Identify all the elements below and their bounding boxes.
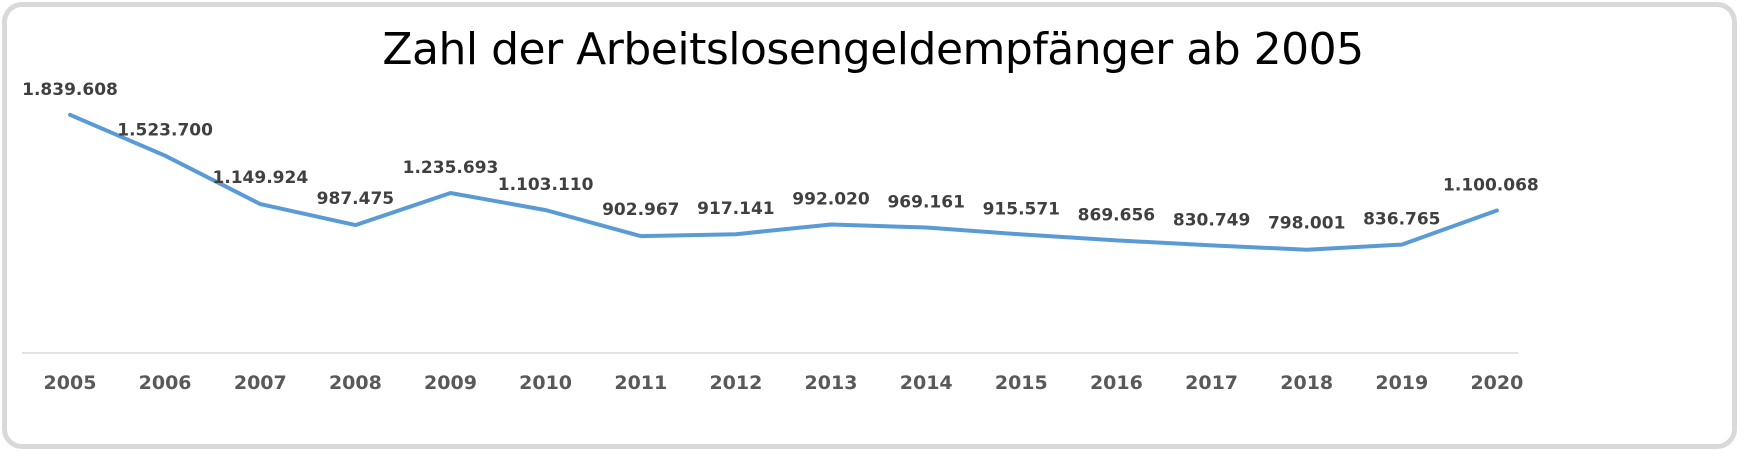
x-tick-label: 2005	[44, 372, 97, 394]
x-tick-label: 2019	[1375, 372, 1428, 394]
x-tick-label: 2008	[329, 372, 382, 394]
data-label: 836.765	[1363, 210, 1440, 230]
data-label: 1.839.608	[22, 80, 118, 100]
x-tick-label: 2020	[1470, 372, 1523, 394]
x-tick-label: 2016	[1090, 372, 1143, 394]
x-tick-label: 2015	[995, 372, 1048, 394]
data-label: 830.749	[1173, 210, 1250, 230]
chart-title: Zahl der Arbeitslosengeldempfänger ab 20…	[382, 24, 1364, 75]
x-tick-label: 2018	[1280, 372, 1333, 394]
data-label: 1.235.693	[403, 158, 499, 178]
data-label: 1.149.924	[212, 168, 308, 188]
data-label: 917.141	[697, 199, 774, 219]
data-labels: 1.839.608 1.523.700 1.149.924 987.475 1.235.…	[22, 80, 1539, 234]
data-label: 969.161	[887, 193, 964, 213]
x-tick-label: 2007	[234, 372, 287, 394]
data-label: 915.571	[983, 199, 1060, 219]
data-label: 1.523.700	[117, 121, 213, 141]
data-label: 869.656	[1078, 205, 1155, 225]
x-tick-label: 2014	[900, 372, 953, 394]
data-label: 798.001	[1268, 214, 1345, 234]
x-tick-label: 2010	[519, 372, 572, 394]
x-tick-label: 2013	[805, 372, 858, 394]
x-tick-label: 2009	[424, 372, 477, 394]
data-label: 987.475	[317, 189, 394, 209]
x-axis-tick-labels: 2005 2006 2007 2008 2009 2010 2011 2012 2013 2014…	[44, 372, 1524, 394]
x-tick-label: 2011	[614, 372, 667, 394]
data-label: 992.020	[792, 190, 870, 210]
data-label: 1.100.068	[1443, 176, 1539, 196]
data-label: 902.967	[602, 200, 679, 220]
x-tick-label: 2012	[709, 372, 762, 394]
x-tick-label: 2006	[139, 372, 192, 394]
x-tick-label: 2017	[1185, 372, 1238, 394]
data-label: 1.103.110	[498, 175, 594, 195]
series-line	[68, 112, 1499, 252]
